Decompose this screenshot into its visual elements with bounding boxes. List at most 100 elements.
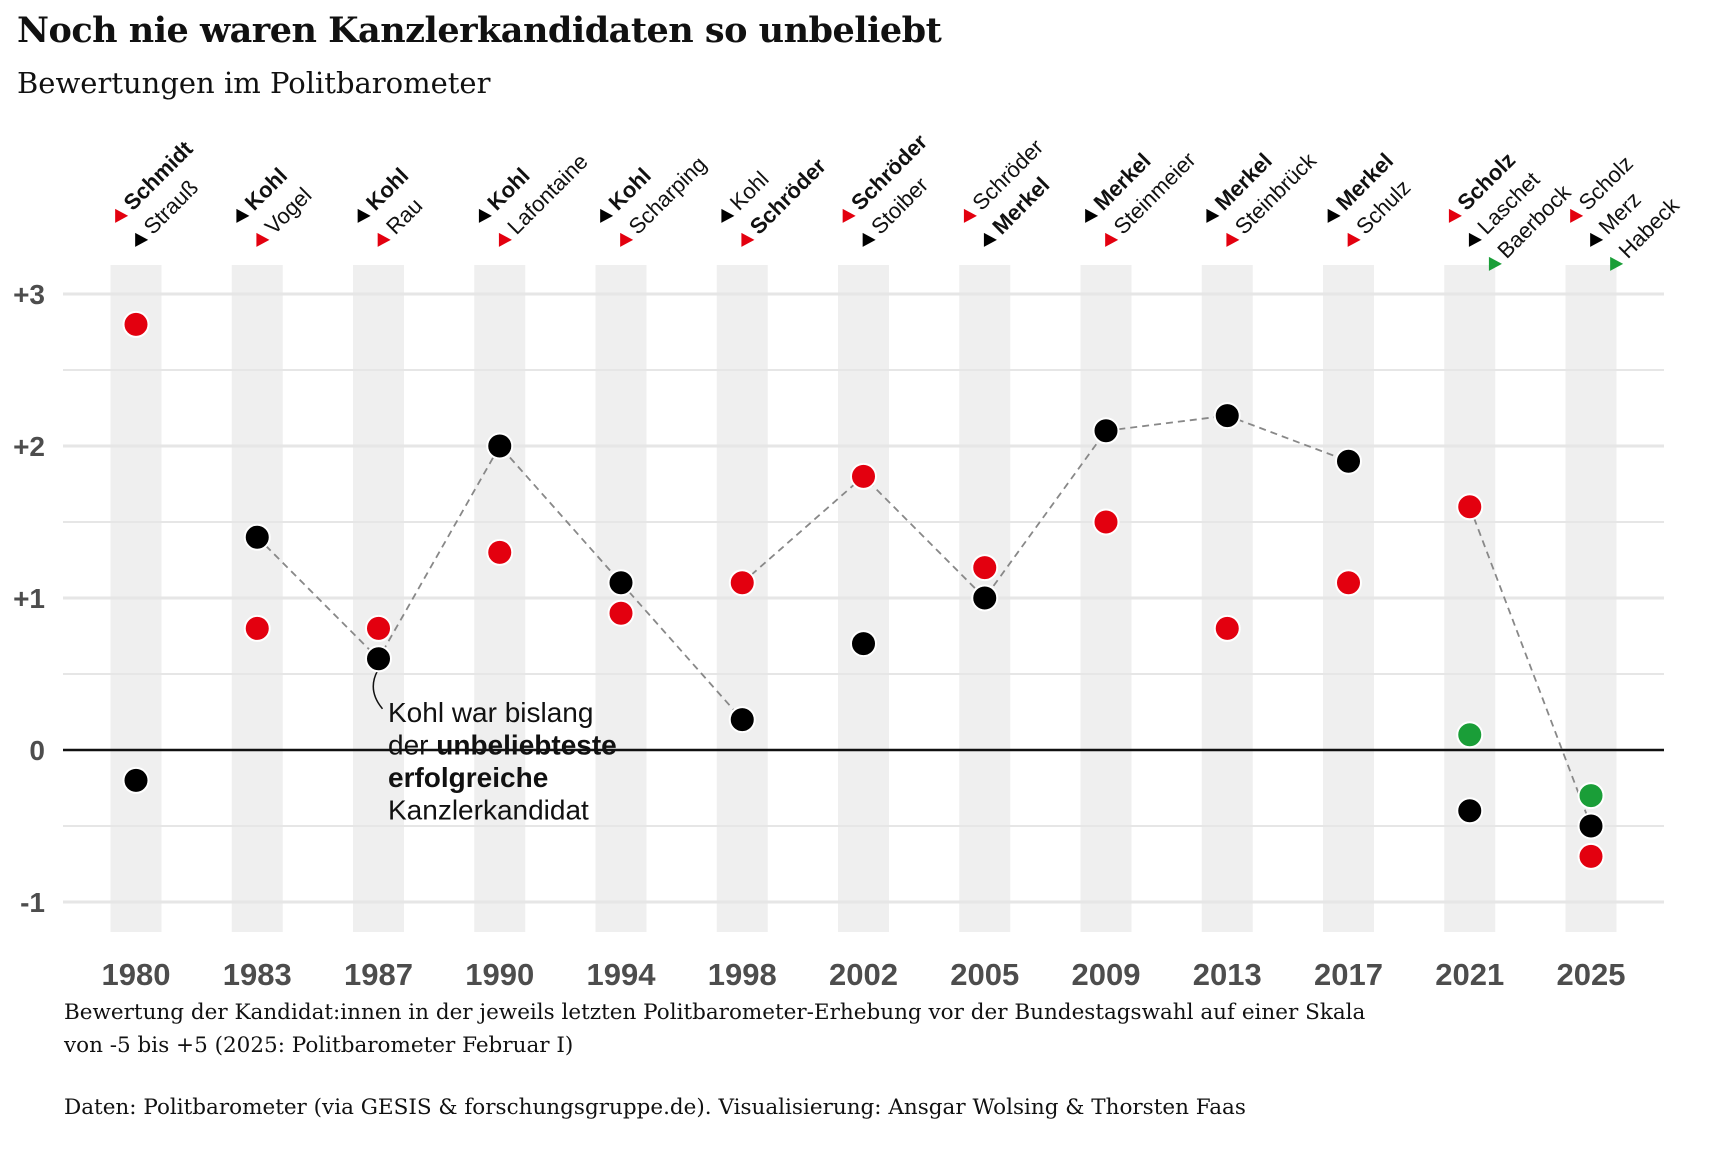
chart-subtitle: Bewertungen im Politbarometer [17,66,491,100]
party-marker-icon [600,208,614,223]
party-marker-icon [115,208,129,223]
annotation-connector [372,670,384,710]
x-tick-label-2005: 2005 [950,957,1019,992]
y-tick-label: 0 [29,735,45,766]
party-marker-icon [1590,232,1604,247]
party-marker-icon [478,208,492,223]
footer-source: Daten: Politbarometer (via GESIS & forsc… [64,1095,1246,1120]
party-marker-icon [236,208,250,223]
data-point-spd-2025 [1577,842,1605,870]
party-marker-icon [862,232,876,247]
y-tick-label: +1 [13,583,45,614]
winner-connector-line [1468,506,1592,827]
data-point-spd-2017 [1335,569,1362,597]
annotation-line: Kohl war bislang [388,697,593,728]
party-marker-icon [741,232,755,247]
winner-connector-line [256,444,743,721]
party-marker-icon [1327,208,1341,223]
party-marker-icon [1448,208,1462,223]
x-tick-label-1987: 1987 [344,957,413,992]
y-axis-ticks: +3 +2 +1 0 -1 [13,279,45,918]
data-point-cducsu-2005 [971,584,999,612]
party-marker-icon [135,232,149,247]
party-marker-icon [498,232,512,247]
data-point-cducsu-2017 [1335,447,1362,475]
data-point-spd-2021 [1456,493,1484,521]
data-point-spd-2002 [850,462,877,490]
y-tick-label: -1 [20,887,45,918]
x-tick-label-1994: 1994 [587,957,657,992]
data-point-spd-1980 [122,310,150,338]
party-marker-icon [377,232,391,247]
x-axis-ticks: 1980 1983 1987 1990 1994 1998 2002 2005 2009 2013… [102,957,1626,992]
annotation-line: Kanzlerkandidat [388,795,589,826]
annotation-text: der [388,730,436,761]
x-tick-label-1990: 1990 [465,957,534,992]
party-marker-icon [1105,232,1119,247]
x-tick-label-1983: 1983 [223,957,292,992]
data-point-spd-1983 [243,614,271,642]
data-point-cducsu-1983 [243,523,271,551]
data-point-cducsu-1980 [122,766,150,794]
data-point-cducsu-2025 [1577,812,1605,840]
party-marker-icon [1347,232,1361,247]
party-marker-icon [963,208,977,223]
data-point-spd-2013 [1213,614,1241,642]
annotation-text: Kanzlerkandidat [388,795,589,826]
data-point-spd-1998 [728,569,756,597]
party-marker-icon [1085,208,1099,223]
y-tick-label: +2 [13,431,45,462]
data-point-cducsu-2021 [1456,797,1484,825]
annotation-emphasis: unbeliebteste [436,730,616,761]
party-marker-icon [842,208,856,223]
x-tick-label-2013: 2013 [1193,957,1262,992]
party-marker-icon [1468,232,1482,247]
x-tick-label-1980: 1980 [102,957,171,992]
data-point-spd-2009 [1092,508,1120,536]
winner-connector-line [741,414,1349,600]
annotation-emphasis: erfolgreiche [388,762,548,793]
annotation-line: der unbeliebteste [388,730,617,761]
data-point-cducsu-2002 [850,630,877,658]
x-tick-label-2021: 2021 [1435,957,1504,992]
party-marker-icon [721,208,735,223]
data-point-cducsu-1998 [728,706,756,734]
data-point-spd-2005 [971,554,999,582]
annotation-text: Kohl war bislang [388,697,593,728]
data-point-spd-1994 [607,599,635,627]
data-point-cducsu-1994 [607,569,635,597]
party-marker-icon [1206,208,1220,223]
party-marker-icon [1610,256,1624,271]
x-tick-label-2002: 2002 [829,957,898,992]
data-point-grne-2021 [1456,721,1484,749]
gridlines [63,292,1664,904]
party-marker-icon [620,232,634,247]
data-point-spd-1987 [365,614,392,642]
party-marker-icon [1226,232,1240,247]
x-tick-label-2009: 2009 [1072,957,1141,992]
party-marker-icon [1570,208,1584,223]
party-marker-icon [256,232,270,247]
data-point-cducsu-2013 [1213,402,1241,430]
y-tick-label: +3 [13,279,45,310]
winner-connectors [256,414,1592,827]
data-point-cducsu-1990 [486,432,514,460]
data-point-spd-1990 [486,538,514,566]
party-marker-icon [1488,256,1502,271]
party-marker-icon [357,208,371,223]
x-tick-label-2025: 2025 [1557,957,1626,992]
party-marker-icon [983,232,997,247]
footer-note-line1: Bewertung der Kandidat:innen in der jewe… [64,1000,1366,1025]
x-tick-label-2017: 2017 [1314,957,1383,992]
data-point-cducsu-2009 [1092,417,1120,445]
x-tick-label-1998: 1998 [708,957,777,992]
data-point-grne-2025 [1577,782,1605,810]
data-points [122,310,1605,870]
annotation-line: erfolgreiche [388,762,548,793]
data-point-cducsu-1987 [365,645,392,673]
footer-note-line2: von -5 bis +5 (2025: Politbarometer Febr… [64,1033,574,1058]
chart-title: Noch nie waren Kanzlerkandidaten so unbe… [17,10,942,51]
